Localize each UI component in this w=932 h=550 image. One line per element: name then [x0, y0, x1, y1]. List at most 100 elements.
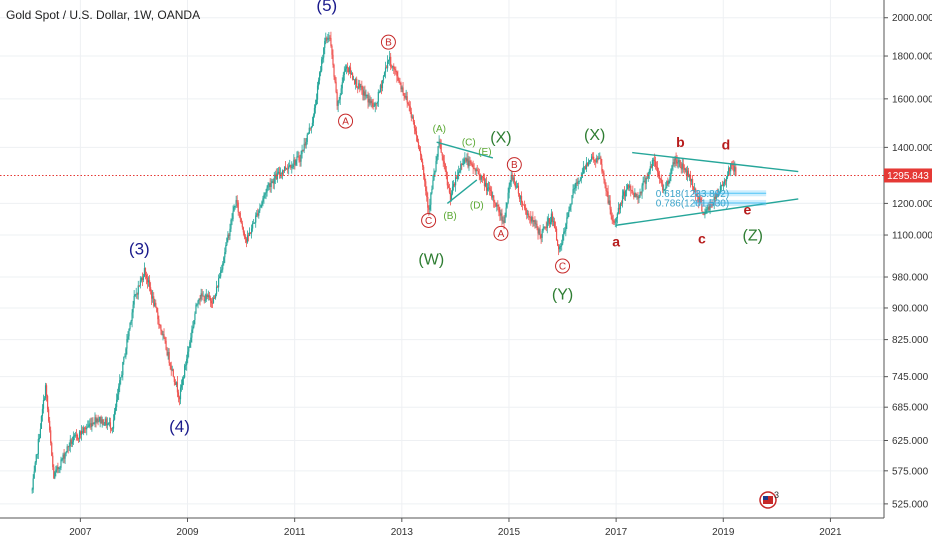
candle-body [288, 166, 290, 170]
candle-body [375, 103, 377, 105]
candle-body [251, 228, 253, 234]
candle-body [669, 177, 671, 181]
time-tick-label: 2009 [176, 527, 199, 538]
candle-body [542, 227, 544, 231]
candle-body [686, 170, 689, 176]
candle-body [265, 192, 267, 194]
candle-body [82, 430, 84, 434]
candle-body [131, 312, 133, 321]
candle-body [227, 234, 229, 239]
time-tick-label: 2017 [605, 527, 628, 538]
candle-body [599, 157, 601, 159]
candle-body [436, 156, 438, 162]
candle-body [103, 425, 105, 426]
candle-body [716, 192, 718, 197]
candle-body [187, 351, 189, 359]
candle-body [641, 185, 643, 194]
candle-body [492, 195, 494, 198]
candle-body [371, 100, 373, 104]
candle-body [580, 177, 582, 180]
candle-body [390, 56, 392, 67]
candle-body [431, 188, 433, 194]
candle-body [524, 204, 526, 209]
trendline [436, 141, 494, 159]
candle-body [189, 342, 191, 348]
candle-body [493, 195, 495, 202]
fib-label: 0.618(1233.892) [656, 189, 729, 200]
candle-body [509, 181, 511, 186]
candle-body [511, 174, 513, 180]
candle-body [200, 293, 202, 300]
candle-body [94, 417, 96, 424]
candle-body [117, 394, 119, 400]
candle-body [591, 156, 593, 160]
candle-body [730, 164, 732, 172]
candle-body [720, 185, 723, 187]
candle-body [664, 188, 666, 190]
candle-body [88, 424, 90, 427]
candle-body [130, 320, 132, 323]
candle-body [463, 159, 465, 164]
candle-body [264, 193, 266, 195]
candle-body [460, 164, 462, 171]
candle-body [234, 205, 236, 208]
candle-body [517, 185, 520, 194]
candle-body [609, 200, 611, 210]
plot-area[interactable] [0, 0, 884, 518]
candle-body [634, 192, 636, 198]
candle-body [66, 446, 68, 453]
candle-body [381, 80, 384, 89]
wave-label: (Z) [743, 228, 763, 245]
candle-body [710, 204, 712, 206]
candle-body [256, 213, 258, 216]
candle-body [619, 203, 622, 210]
candle-body [416, 135, 419, 143]
candle-body [490, 189, 492, 192]
candle-body [483, 178, 486, 187]
candle-body [317, 80, 320, 86]
candle-body [235, 200, 237, 206]
candle-body [323, 47, 325, 58]
price-axis[interactable] [884, 0, 932, 550]
wave-label: B [511, 160, 518, 171]
candle-body [34, 462, 36, 472]
candle-body [204, 299, 206, 302]
candle-body [622, 191, 625, 196]
candle-body [164, 337, 166, 341]
candle-body [388, 59, 390, 62]
candle-body [472, 164, 474, 168]
candle-body [121, 374, 123, 378]
candle-body [105, 418, 107, 426]
candle-body [723, 180, 726, 184]
candle-body [703, 213, 705, 215]
candle-body [329, 37, 331, 39]
candle-body [325, 37, 327, 42]
candle-body [550, 213, 553, 223]
candle-body [208, 295, 210, 298]
candle-body [353, 79, 355, 81]
price-tick-label: 1200.000 [892, 199, 932, 210]
candle-body [281, 170, 284, 175]
candle-body [296, 156, 298, 161]
time-tick-label: 2013 [391, 527, 414, 538]
candle-body [733, 165, 735, 172]
candle-body [340, 88, 342, 96]
candle-body [448, 187, 451, 193]
candle-body [520, 195, 523, 203]
price-tick-label: 625.000 [892, 436, 929, 447]
candle-body [319, 72, 321, 81]
event-badge[interactable]: 3 [759, 490, 779, 509]
candle-body [561, 243, 563, 247]
candle-body [348, 67, 351, 72]
candle-body [725, 177, 728, 182]
candle-body [679, 160, 681, 167]
candle-body [489, 187, 491, 190]
candle-body [698, 196, 700, 203]
candle-body [178, 396, 181, 400]
price-tick-label: 525.000 [892, 499, 929, 510]
candle-body [501, 213, 503, 222]
candle-body [722, 183, 725, 186]
candle-body [620, 203, 623, 205]
candle-body [266, 187, 268, 193]
